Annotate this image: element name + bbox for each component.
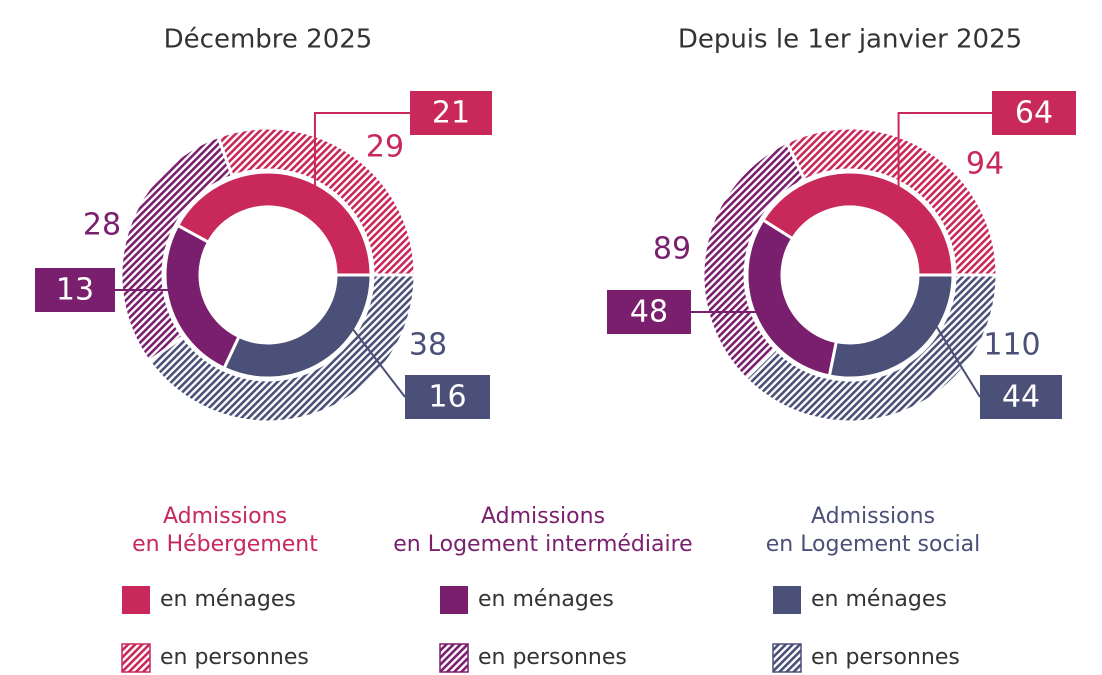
- outer-segment: [743, 273, 999, 424]
- outer-segment: [146, 273, 417, 424]
- leader-line: [926, 311, 981, 398]
- value-label: 94: [966, 147, 1004, 182]
- leader-line: [897, 112, 992, 205]
- value-label: 13: [56, 273, 94, 308]
- value-box: [405, 375, 490, 419]
- value-box: [410, 91, 492, 135]
- value-label: 48: [630, 295, 668, 330]
- legend-swatch: [772, 643, 802, 673]
- inner-segment: [175, 170, 373, 277]
- value-label: 44: [1002, 380, 1040, 415]
- value-label: 38: [409, 328, 447, 363]
- legend-swatch: [439, 643, 469, 673]
- legend-swatch: [121, 643, 151, 673]
- legend-label: en personnes: [811, 645, 960, 670]
- value-label: 29: [366, 130, 404, 165]
- value-label: 28: [83, 208, 121, 243]
- legend-heading: Admissions: [811, 504, 935, 529]
- inner-segment: [827, 273, 955, 380]
- chart-title: Décembre 2025: [164, 25, 373, 55]
- legend-label: en personnes: [478, 645, 627, 670]
- value-box: [980, 375, 1062, 419]
- legend-heading: en Logement social: [766, 532, 981, 557]
- legend-label: en ménages: [160, 587, 296, 612]
- legend-swatch: [773, 586, 801, 614]
- value-label: 21: [432, 96, 470, 131]
- value-box: [992, 91, 1076, 135]
- value-label: 110: [983, 328, 1040, 363]
- legend-swatch: [440, 586, 468, 614]
- legend-swatch: [122, 586, 150, 614]
- outer-segment: [784, 126, 999, 277]
- leader-line: [342, 315, 406, 398]
- value-box: [35, 268, 115, 312]
- legend-heading: Admissions: [481, 504, 605, 529]
- leader-line: [313, 112, 410, 204]
- inner-segment: [760, 170, 955, 277]
- legend-heading: en Logement intermédiaire: [393, 532, 692, 557]
- legend-heading: en Hébergement: [132, 532, 318, 557]
- value-label: 16: [428, 380, 466, 415]
- inner-segment: [222, 273, 373, 380]
- value-box: [607, 290, 691, 334]
- chart-title: Depuis le 1er janvier 2025: [678, 25, 1022, 55]
- legend-heading: Admissions: [163, 504, 287, 529]
- legend-label: en personnes: [160, 645, 309, 670]
- legend-label: en ménages: [811, 587, 947, 612]
- value-label: 64: [1015, 96, 1053, 131]
- value-label: 89: [653, 232, 691, 267]
- legend-label: en ménages: [478, 587, 614, 612]
